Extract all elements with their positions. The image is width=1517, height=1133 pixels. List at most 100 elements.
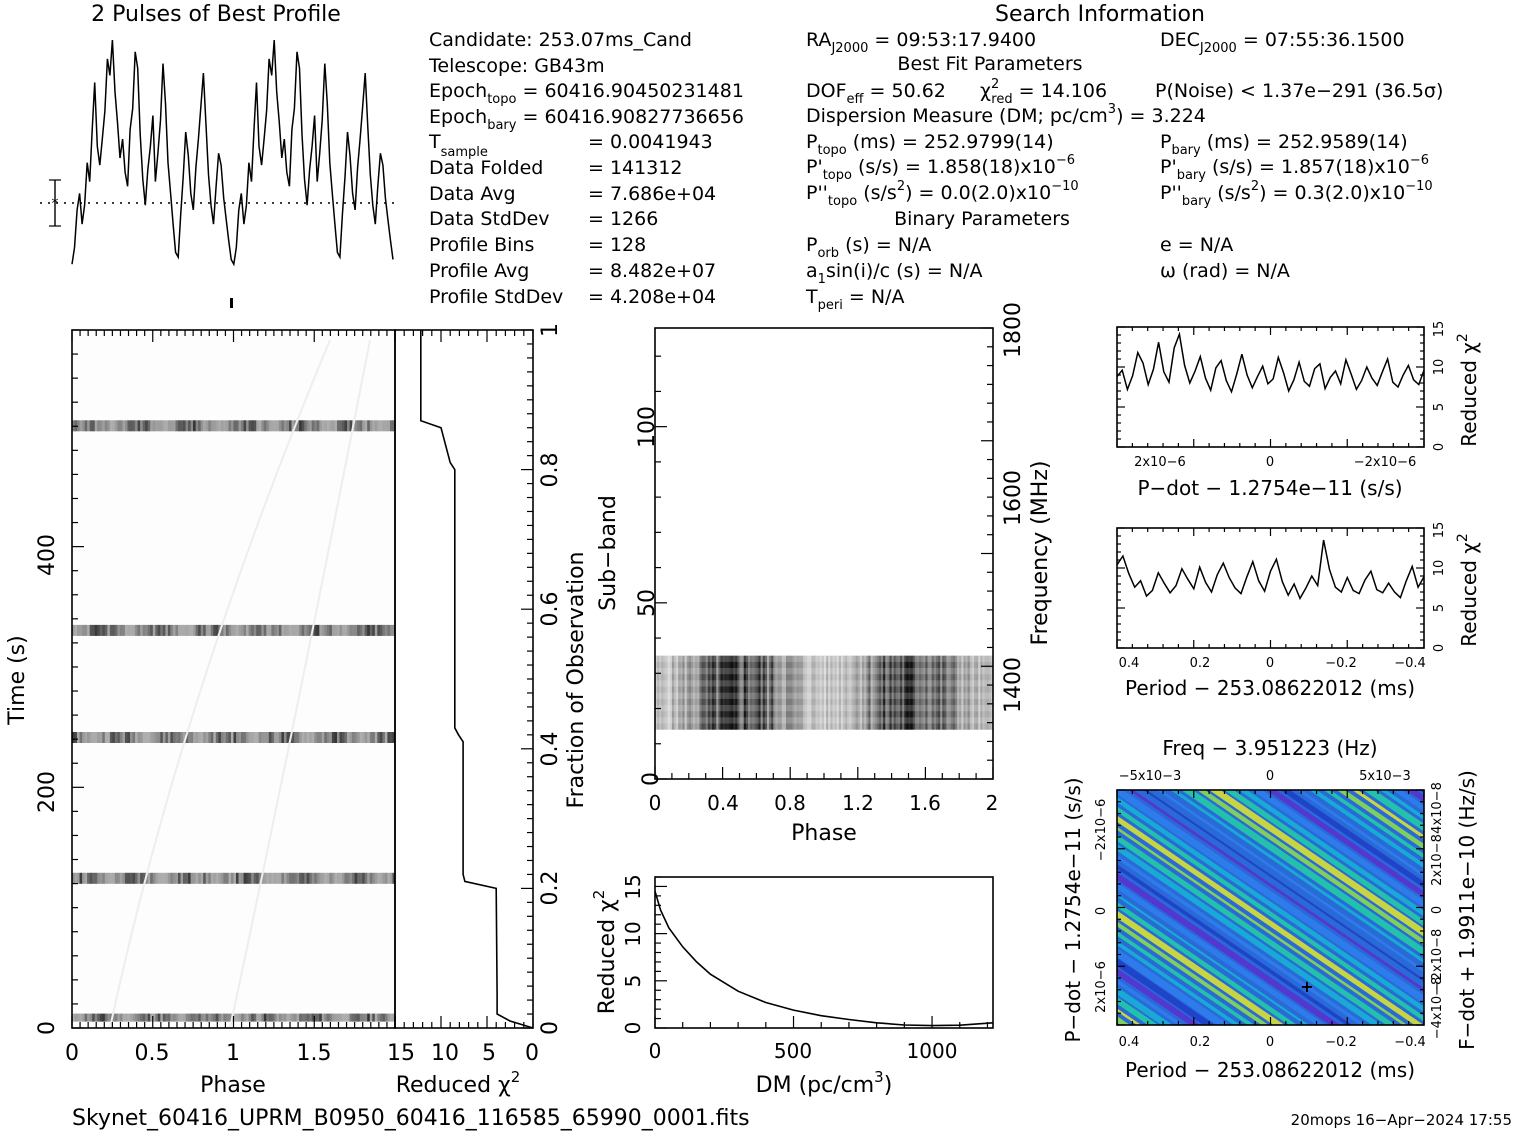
- phase-zero-marker: [230, 298, 233, 308]
- tp-row-cell: [258, 624, 262, 636]
- pp-xtick-0: 0.4: [1119, 1035, 1140, 1050]
- tp-row-cell: [142, 624, 146, 636]
- tp-row-cell: [155, 1013, 159, 1022]
- pp-stripe: [1156, 790, 1424, 973]
- info-data-folded: Data Folded: [429, 157, 543, 179]
- tp-row-cell: [354, 420, 358, 432]
- sb-column: [893, 655, 897, 730]
- sb-column: [726, 655, 730, 730]
- sb-column: [990, 655, 993, 730]
- tp-ylabel: Time (s): [5, 635, 30, 725]
- tp-row-cell: [248, 1013, 252, 1022]
- tp-row-cell: [337, 420, 341, 432]
- tp-row-cell: [82, 1013, 86, 1022]
- sb-column: [699, 655, 702, 730]
- tp-row-cell: [278, 1013, 282, 1022]
- tp-row-cell: [384, 624, 388, 636]
- tp-row-cell: [117, 872, 121, 884]
- tp-row-cell: [231, 420, 235, 432]
- pd-ytick-1: 5: [1432, 403, 1447, 411]
- tp-row-cell: [344, 624, 348, 636]
- tp-row-cell: [205, 624, 209, 636]
- info-pddot-topo: P''topo (s/s2) = 0.0(2.0)x10−10: [806, 179, 1079, 209]
- tp-row-cell: [349, 420, 353, 432]
- tp-row-cell: [316, 624, 320, 636]
- tp-row-cell: [357, 420, 361, 432]
- tp-row-cell: [165, 624, 169, 636]
- tp-row-cell: [377, 872, 381, 884]
- profile-plot: *: [40, 39, 398, 308]
- tp-row-cell: [132, 624, 136, 636]
- pp-ytick-0: 2x10−6: [1094, 961, 1109, 1013]
- dm-chi2-plot: 0 500 1000 DM (pc/cm3) 0 5 10 15 Reduced…: [590, 874, 994, 1098]
- sb-column: [931, 655, 935, 730]
- tp-row-cell: [258, 732, 262, 743]
- info-data-avg-value: = 7.686e+04: [588, 183, 716, 205]
- tp-row-cell: [79, 872, 83, 884]
- tp-row-cell: [119, 420, 123, 432]
- tp-row-cell: [109, 624, 113, 636]
- sb-column: [900, 655, 903, 730]
- sb-column: [701, 655, 705, 730]
- tp-row-cell: [210, 872, 214, 884]
- info-profile-stddev-value: = 4.208e+04: [588, 286, 716, 308]
- tp-row-cell: [135, 732, 139, 743]
- tp-row-cell: [253, 732, 257, 743]
- tp-row-cell: [170, 732, 174, 743]
- tp-row-cell: [140, 872, 144, 884]
- tp-row-cell: [284, 872, 288, 884]
- footer-filename: Skynet_60416_UPRM_B0950_60416_116585_659…: [72, 1106, 750, 1131]
- tp-row-cell: [195, 420, 199, 432]
- tp-row-cell: [225, 872, 229, 884]
- sb-column: [796, 655, 800, 730]
- info-left: Candidate: 253.07ms_Cand Telescope: GB43…: [428, 29, 744, 308]
- tp-row-cell: [220, 732, 224, 743]
- tp-row-cell: [284, 624, 288, 636]
- tp-row-cell: [334, 624, 338, 636]
- tp-row-cell: [316, 420, 320, 432]
- sb-column: [942, 655, 945, 730]
- tp-row-cell: [137, 624, 141, 636]
- info-pbary: Pbary (ms) = 252.9589(14): [1160, 131, 1408, 158]
- info-pdot-bary: P'bary (s/s) = 1.857(18)x10−6: [1160, 153, 1429, 183]
- tp-row-cell: [213, 624, 217, 636]
- tp-row-cell: [339, 732, 343, 743]
- tp-row-cell: [364, 624, 368, 636]
- dm-chi2-line: [654, 890, 994, 1027]
- tp-row-cell: [339, 420, 343, 432]
- tp-row-cell: [117, 1013, 121, 1022]
- tp-row-cell: [359, 624, 363, 636]
- tp-row-cell: [137, 420, 141, 432]
- sb-column: [874, 655, 878, 730]
- pp-stripe: [1117, 872, 1341, 1025]
- tp-row-cell: [165, 1013, 169, 1022]
- tp-row-cell: [188, 1013, 192, 1022]
- pp-stripe: [609, 730, 1129, 1085]
- tp-row-cell: [99, 420, 103, 432]
- tp-row-cell: [97, 1013, 101, 1022]
- tp-row-cell: [215, 872, 219, 884]
- tp-row-cell: [102, 624, 106, 636]
- sb-column: [978, 655, 981, 730]
- tc-xtick-3: 0: [525, 1041, 539, 1066]
- tp-row-cell: [301, 732, 305, 743]
- info-profile-stddev: Profile StdDev: [429, 286, 563, 308]
- tp-row-cell: [331, 1013, 335, 1022]
- sb-column: [752, 655, 755, 730]
- tp-row-cell: [301, 872, 305, 884]
- tp-row-cell: [263, 624, 267, 636]
- pe-ylabel: Reduced χ2: [1455, 533, 1481, 647]
- tp-row-cell: [273, 732, 277, 743]
- tp-row-cell: [112, 732, 116, 743]
- sb-column: [714, 655, 717, 730]
- tp-row-cell: [107, 732, 111, 743]
- tp-row-cell: [190, 872, 194, 884]
- tp-row-cell: [114, 1013, 118, 1022]
- tp-row-cell: [321, 732, 325, 743]
- tp-row-cell: [233, 872, 237, 884]
- sb-band: [655, 668, 993, 675]
- tp-row-cell: [357, 872, 361, 884]
- tp-row-cell: [160, 732, 164, 743]
- tp-row-cell: [362, 624, 366, 636]
- tp-row-cell: [109, 872, 113, 884]
